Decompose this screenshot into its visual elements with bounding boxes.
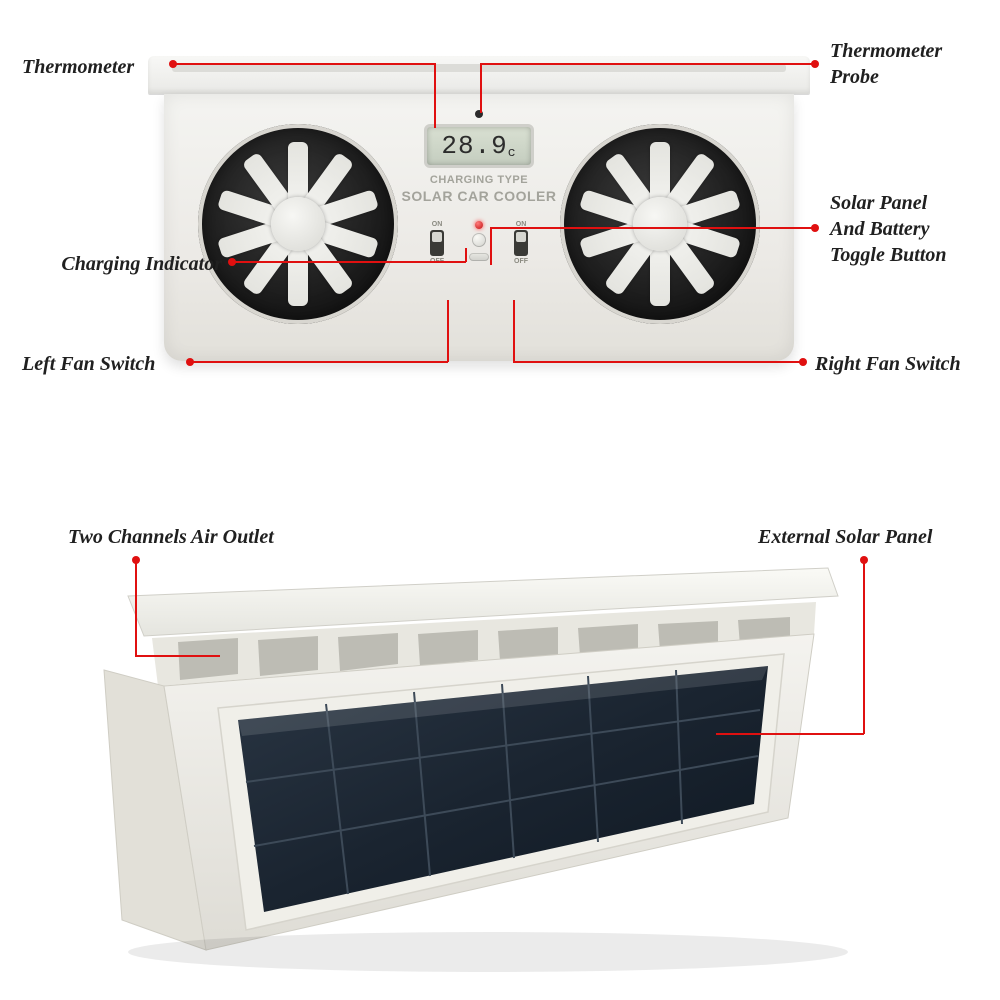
left-fan (198, 124, 398, 324)
leader-line (513, 361, 803, 363)
brand-text: CHARGING TYPE SOLAR CAR COOLER (399, 174, 559, 205)
leader-line (232, 261, 466, 263)
label-solar-toggle: Solar PanelAnd BatteryToggle Button (830, 190, 947, 268)
leader-line (135, 560, 137, 656)
label-two-channels: Two Channels Air Outlet (68, 524, 274, 550)
brand-line2: SOLAR CAR COOLER (399, 188, 559, 206)
leader-line (135, 655, 220, 657)
leader-line (490, 227, 492, 265)
leader-line (173, 63, 435, 65)
label-right-fan-switch: Right Fan Switch (815, 351, 961, 377)
mounting-clip (148, 56, 810, 94)
charging-indicator-led (475, 221, 483, 229)
label-left-fan-switch: Left Fan Switch (22, 351, 155, 377)
leader-line (480, 63, 482, 113)
leader-line (716, 733, 864, 735)
leader-line (863, 560, 865, 734)
label-external-solar: External Solar Panel (758, 524, 932, 550)
lcd-display: 28.9c (424, 124, 534, 168)
leader-line (190, 361, 448, 363)
lcd-unit: c (508, 145, 517, 165)
left-fan-switch[interactable]: ON OFF (425, 221, 449, 265)
leader-line (447, 300, 449, 362)
lcd-value: 28.9 (441, 131, 507, 161)
label-charging-indicator: Charging Indicator (22, 251, 222, 277)
leader-line (513, 300, 515, 362)
label-thermometer: Thermometer (22, 54, 134, 80)
leader-line (480, 63, 815, 65)
leader-line (434, 63, 436, 128)
leader-line (465, 248, 467, 262)
right-fan (560, 124, 760, 324)
solar-battery-toggle[interactable] (467, 221, 491, 261)
thermometer-probe (475, 110, 483, 118)
device-back-view (68, 560, 928, 980)
device-front-view: 28.9c CHARGING TYPE SOLAR CAR COOLER ON … (148, 56, 810, 361)
center-control-column: 28.9c CHARGING TYPE SOLAR CAR COOLER ON … (399, 110, 559, 351)
leader-line (490, 227, 815, 229)
label-thermometer-probe: ThermometerProbe (830, 38, 942, 90)
brand-line1: CHARGING TYPE (430, 174, 528, 186)
